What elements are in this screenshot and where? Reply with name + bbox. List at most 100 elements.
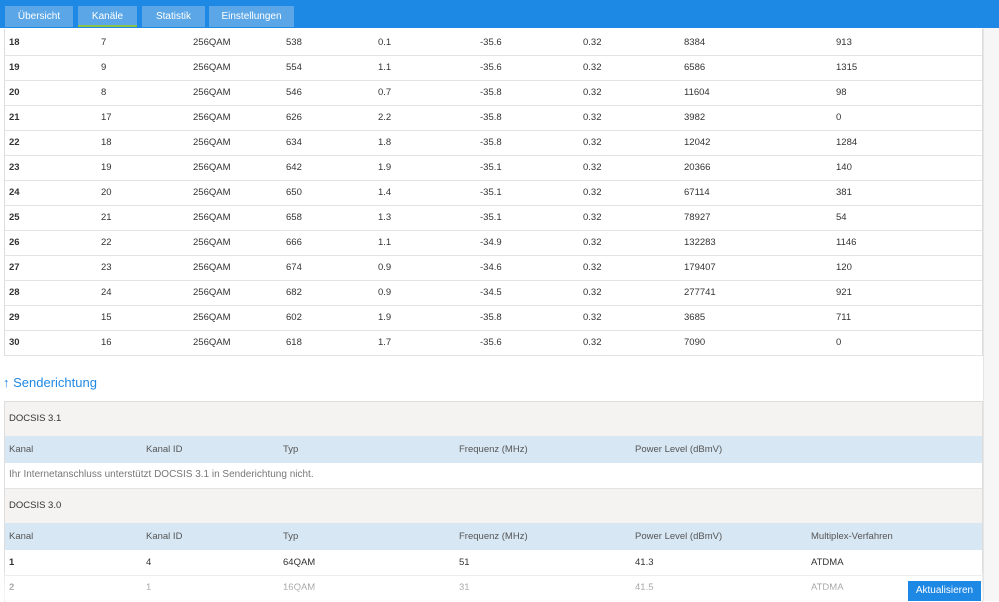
table-cell: 1.1 <box>378 62 392 73</box>
table-cell: 634 <box>286 137 302 148</box>
docsis-title: DOCSIS 3.1 <box>9 413 62 424</box>
table-row <box>4 105 982 131</box>
table-cell: -35.6 <box>480 37 502 48</box>
table-cell: 3685 <box>684 312 706 323</box>
table-cell: 256QAM <box>193 137 231 148</box>
table-cell: 256QAM <box>193 337 231 348</box>
table-cell: -34.6 <box>480 262 502 273</box>
table-cell: 1.3 <box>378 212 392 223</box>
column-header: Typ <box>283 531 299 542</box>
column-header: Kanal <box>9 531 34 542</box>
table-cell: 7090 <box>684 337 706 348</box>
table-cell: 0.32 <box>583 112 602 123</box>
table-cell: 1.1 <box>378 237 392 248</box>
table-cell: 21 <box>101 212 112 223</box>
table-cell: 913 <box>836 37 852 48</box>
table-cell: 18 <box>101 137 112 148</box>
table-cell: 0 <box>836 337 842 348</box>
table-cell: 6586 <box>684 62 706 73</box>
table-cell: 0.32 <box>583 262 602 273</box>
column-header: Power Level (dBmV) <box>635 444 723 455</box>
table-cell: 256QAM <box>193 212 231 223</box>
table-cell: 626 <box>286 112 302 123</box>
table-cell: 78927 <box>684 212 711 223</box>
table-cell: 54 <box>836 212 847 223</box>
tab[interactable]: Kanäle <box>78 6 137 27</box>
table-cell: ATDMA <box>811 557 844 568</box>
table-cell: 0.32 <box>583 37 602 48</box>
tab[interactable]: Übersicht <box>5 6 73 27</box>
table-cell: 28 <box>9 287 20 298</box>
table-cell: 256QAM <box>193 112 231 123</box>
column-header: Kanal <box>9 444 34 455</box>
table-cell: 0.32 <box>583 287 602 298</box>
table-cell: 22 <box>9 137 20 148</box>
table-cell: 0.32 <box>583 312 602 323</box>
table-cell: -34.5 <box>480 287 502 298</box>
table-cell: 1.4 <box>378 187 392 198</box>
table-cell: 8384 <box>684 37 706 48</box>
table-cell: 23 <box>101 262 112 273</box>
table-cell: -35.8 <box>480 112 502 123</box>
column-header: Multiplex-Verfahren <box>811 531 893 542</box>
table-cell: 1.8 <box>378 137 392 148</box>
table-cell: 22 <box>101 237 112 248</box>
table-cell: 15 <box>101 312 112 323</box>
table-cell: 658 <box>286 212 302 223</box>
column-header: Kanal ID <box>146 444 183 455</box>
table-row <box>4 180 982 206</box>
table-cell: 256QAM <box>193 237 231 248</box>
table-cell: -35.1 <box>480 212 502 223</box>
table-cell: 650 <box>286 187 302 198</box>
table-cell: 0.32 <box>583 87 602 98</box>
table-cell: 1.9 <box>378 162 392 173</box>
table-cell: 67114 <box>684 187 710 198</box>
table-cell: 19 <box>9 62 20 73</box>
table-cell: 256QAM <box>193 87 231 98</box>
table-cell: 546 <box>286 87 302 98</box>
header-row <box>5 523 982 550</box>
section-heading: ↑ Senderichtung <box>3 375 97 390</box>
table-cell: 256QAM <box>193 62 231 73</box>
table-cell: 18 <box>9 37 20 48</box>
refresh-button[interactable]: Aktualisieren <box>908 581 981 601</box>
table-cell: 0.1 <box>378 37 392 48</box>
table-cell: 256QAM <box>193 262 231 273</box>
table-cell: 23 <box>9 162 20 173</box>
table-cell: 921 <box>836 287 852 298</box>
table-cell: 24 <box>9 187 20 198</box>
table-row <box>4 280 982 306</box>
table-cell: 0.32 <box>583 337 602 348</box>
table-cell: -35.1 <box>480 162 502 173</box>
table-row <box>4 55 982 81</box>
table-row <box>4 205 982 231</box>
table-cell: 51 <box>459 557 470 568</box>
fade-overlay <box>0 572 983 601</box>
table-row <box>4 130 982 156</box>
table-cell: 0 <box>836 112 842 123</box>
header-row <box>5 436 982 463</box>
tab[interactable]: Einstellungen <box>209 6 294 27</box>
table-cell: 132283 <box>684 237 716 248</box>
table-cell: 29 <box>9 312 20 323</box>
column-header: Power Level (dBmV) <box>635 531 723 542</box>
table-cell: 179407 <box>684 262 716 273</box>
table-cell: -35.8 <box>480 137 502 148</box>
table-cell: 25 <box>9 212 20 223</box>
table-cell: 277741 <box>684 287 716 298</box>
table-cell: -35.6 <box>480 62 502 73</box>
table-cell: 618 <box>286 337 302 348</box>
table-cell: 554 <box>286 62 302 73</box>
column-header: Frequenz (MHz) <box>459 444 528 455</box>
table-cell: 98 <box>836 87 847 98</box>
table-cell: 381 <box>836 187 852 198</box>
tab[interactable]: Statistik <box>142 6 205 27</box>
table-cell: 12042 <box>684 137 711 148</box>
table-cell: 1.7 <box>378 337 392 348</box>
table-cell: 256QAM <box>193 312 231 323</box>
table-cell: 26 <box>9 237 20 248</box>
table-row <box>4 305 982 331</box>
upstream-box <box>4 401 983 602</box>
table-row <box>4 30 982 56</box>
